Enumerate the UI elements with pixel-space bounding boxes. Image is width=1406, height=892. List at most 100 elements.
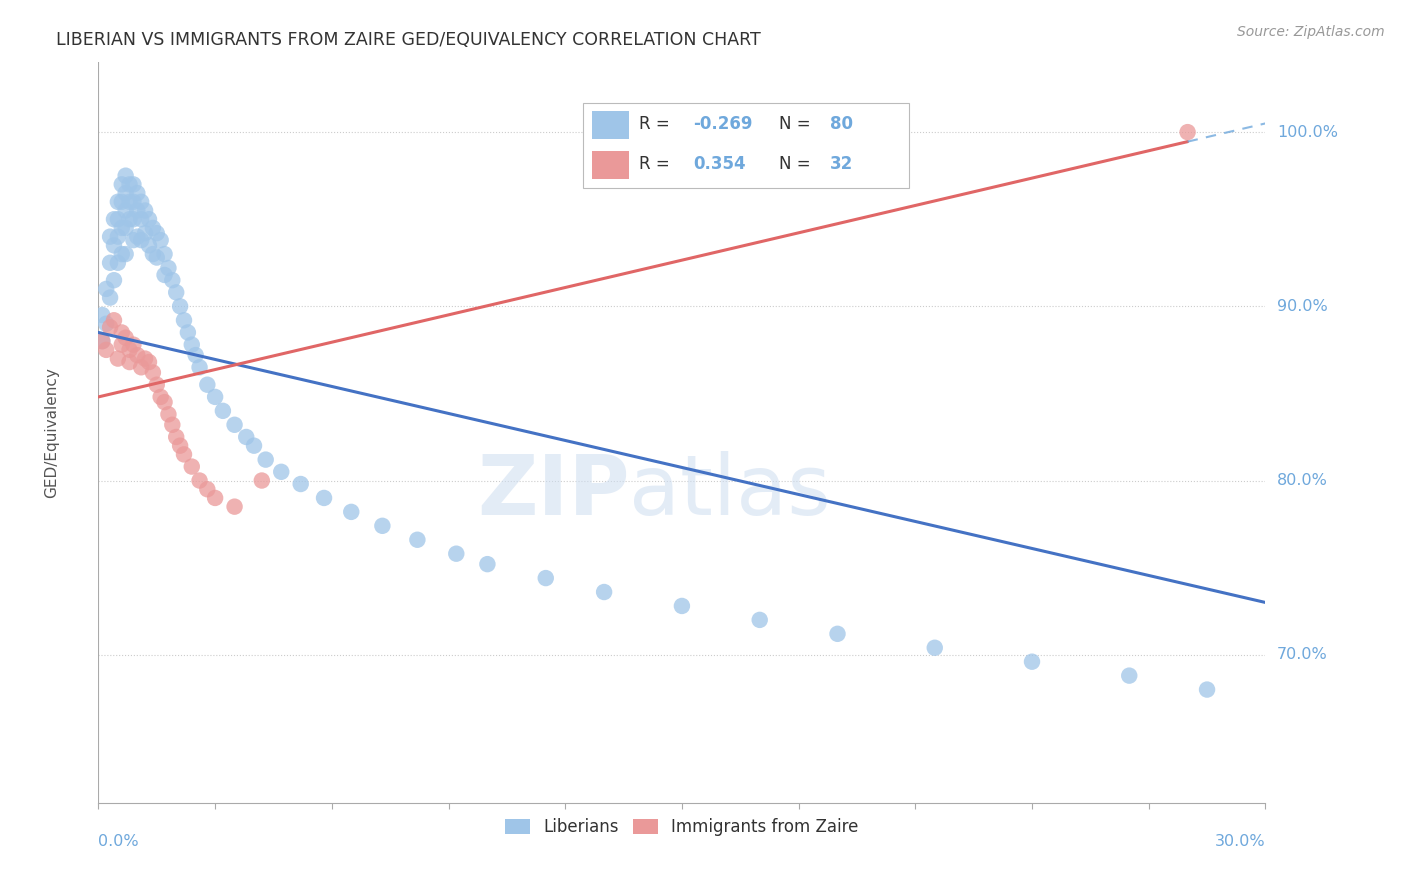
Immigrants from Zaire bbox=[96, 343, 118, 357]
Liberians bbox=[184, 348, 207, 362]
Immigrants from Zaire bbox=[118, 343, 141, 357]
Liberians bbox=[446, 547, 468, 561]
Liberians bbox=[146, 251, 169, 265]
Liberians bbox=[235, 430, 257, 444]
Liberians bbox=[96, 317, 118, 331]
Immigrants from Zaire bbox=[204, 491, 226, 505]
FancyBboxPatch shape bbox=[582, 103, 910, 188]
Liberians bbox=[107, 194, 129, 209]
Immigrants from Zaire bbox=[138, 355, 160, 369]
Liberians bbox=[138, 212, 160, 227]
Text: 0.0%: 0.0% bbox=[98, 834, 139, 849]
Immigrants from Zaire bbox=[98, 320, 121, 334]
Liberians bbox=[340, 505, 363, 519]
Liberians bbox=[122, 178, 145, 192]
Liberians bbox=[827, 627, 849, 641]
Liberians bbox=[111, 247, 134, 261]
Liberians bbox=[142, 221, 165, 235]
Immigrants from Zaire bbox=[146, 377, 169, 392]
Liberians bbox=[98, 229, 121, 244]
Liberians bbox=[134, 203, 156, 218]
Liberians bbox=[149, 233, 172, 247]
Liberians bbox=[153, 268, 176, 282]
Liberians bbox=[134, 226, 156, 240]
Liberians bbox=[180, 337, 202, 351]
Liberians bbox=[142, 247, 165, 261]
Liberians bbox=[127, 203, 149, 218]
Immigrants from Zaire bbox=[224, 500, 246, 514]
Liberians bbox=[173, 313, 195, 327]
Text: N =: N = bbox=[779, 155, 815, 173]
Liberians bbox=[290, 477, 312, 491]
Liberians bbox=[103, 273, 125, 287]
Immigrants from Zaire bbox=[157, 407, 180, 421]
Liberians bbox=[129, 233, 152, 247]
Text: atlas: atlas bbox=[630, 451, 831, 533]
Text: 32: 32 bbox=[830, 155, 853, 173]
Liberians bbox=[122, 233, 145, 247]
Text: 80: 80 bbox=[830, 115, 853, 133]
Liberians bbox=[157, 260, 180, 275]
Liberians bbox=[98, 256, 121, 270]
Liberians bbox=[122, 212, 145, 227]
FancyBboxPatch shape bbox=[592, 151, 630, 178]
Liberians bbox=[188, 360, 211, 375]
Liberians bbox=[114, 186, 136, 200]
Immigrants from Zaire bbox=[631, 143, 654, 157]
Liberians bbox=[254, 452, 277, 467]
Liberians bbox=[204, 390, 226, 404]
Liberians bbox=[593, 585, 616, 599]
Liberians bbox=[1195, 682, 1218, 697]
Liberians bbox=[1118, 668, 1140, 682]
Text: 0.354: 0.354 bbox=[693, 155, 747, 173]
Liberians bbox=[406, 533, 429, 547]
Liberians bbox=[224, 417, 246, 432]
FancyBboxPatch shape bbox=[592, 111, 630, 138]
Liberians bbox=[91, 308, 114, 322]
Liberians bbox=[91, 334, 114, 348]
Immigrants from Zaire bbox=[1177, 125, 1199, 139]
Text: 80.0%: 80.0% bbox=[1277, 473, 1327, 488]
Text: N =: N = bbox=[779, 115, 815, 133]
Liberians bbox=[371, 518, 394, 533]
Liberians bbox=[107, 229, 129, 244]
Liberians bbox=[153, 247, 176, 261]
Liberians bbox=[924, 640, 946, 655]
Liberians bbox=[114, 169, 136, 183]
Immigrants from Zaire bbox=[129, 360, 152, 375]
Liberians bbox=[243, 439, 266, 453]
Immigrants from Zaire bbox=[149, 390, 172, 404]
Liberians bbox=[162, 273, 184, 287]
Liberians bbox=[114, 247, 136, 261]
Immigrants from Zaire bbox=[173, 447, 195, 461]
Immigrants from Zaire bbox=[165, 430, 187, 444]
Liberians bbox=[169, 299, 191, 313]
Liberians bbox=[103, 238, 125, 252]
Liberians bbox=[118, 194, 141, 209]
Liberians bbox=[107, 212, 129, 227]
Liberians bbox=[122, 194, 145, 209]
Liberians bbox=[1021, 655, 1043, 669]
Text: 100.0%: 100.0% bbox=[1277, 125, 1339, 140]
Liberians bbox=[129, 194, 152, 209]
Liberians bbox=[671, 599, 693, 613]
Liberians bbox=[138, 238, 160, 252]
Text: 30.0%: 30.0% bbox=[1215, 834, 1265, 849]
Liberians bbox=[107, 256, 129, 270]
Liberians bbox=[212, 404, 235, 418]
Liberians bbox=[270, 465, 292, 479]
Immigrants from Zaire bbox=[142, 366, 165, 380]
Text: LIBERIAN VS IMMIGRANTS FROM ZAIRE GED/EQUIVALENCY CORRELATION CHART: LIBERIAN VS IMMIGRANTS FROM ZAIRE GED/EQ… bbox=[56, 31, 761, 49]
Text: R =: R = bbox=[638, 115, 675, 133]
Immigrants from Zaire bbox=[118, 355, 141, 369]
Text: GED/Equivalency: GED/Equivalency bbox=[44, 368, 59, 498]
Liberians bbox=[127, 186, 149, 200]
Liberians bbox=[111, 194, 134, 209]
Liberians bbox=[195, 377, 218, 392]
Text: ZIP: ZIP bbox=[477, 451, 630, 533]
Immigrants from Zaire bbox=[103, 313, 125, 327]
Liberians bbox=[129, 212, 152, 227]
Immigrants from Zaire bbox=[134, 351, 156, 366]
Immigrants from Zaire bbox=[127, 348, 149, 362]
Immigrants from Zaire bbox=[114, 331, 136, 345]
